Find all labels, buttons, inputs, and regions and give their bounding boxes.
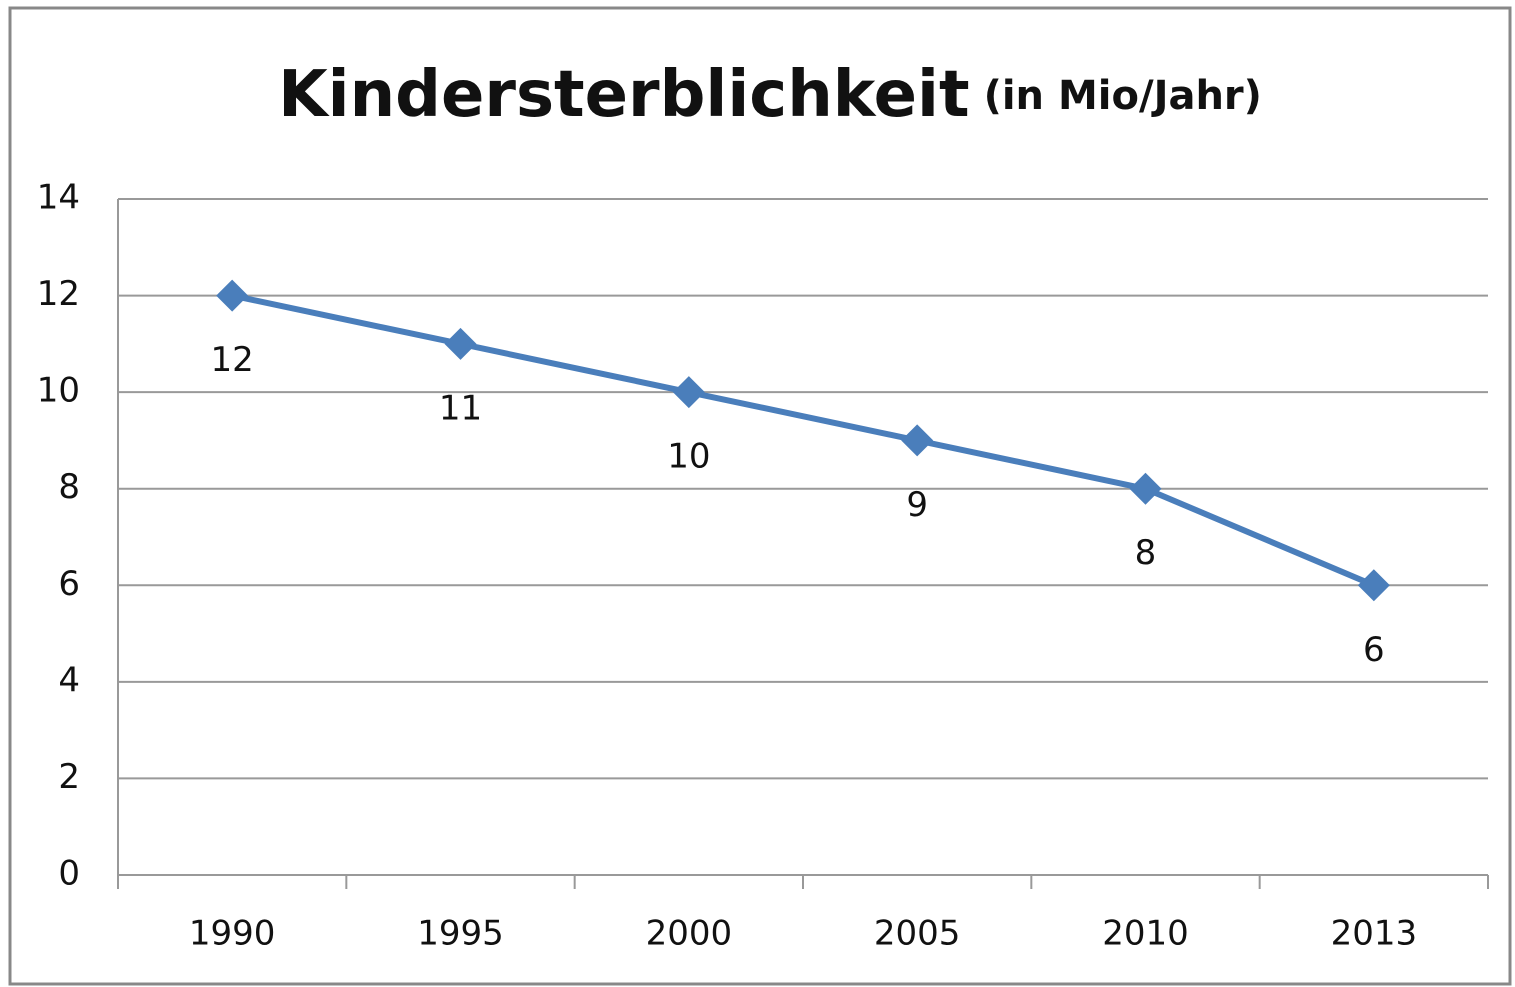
x-tick-label: 1995 (417, 914, 504, 954)
data-label: 11 (439, 388, 482, 428)
y-tick-label: 0 (58, 854, 80, 894)
marker (1357, 569, 1390, 602)
marker (901, 424, 934, 457)
y-tick-label: 4 (58, 660, 80, 700)
marker (672, 376, 705, 409)
chart-heading: Kindersterblichkeit (in Mio/Jahr) (278, 58, 1262, 132)
x-tick-label: 2010 (1102, 914, 1189, 954)
chart-frame (8, 6, 1512, 986)
marker (444, 327, 477, 360)
x-tick-label: 2000 (646, 914, 733, 954)
y-tick-label: 8 (58, 467, 80, 507)
line (231, 292, 1375, 589)
chart-title: Kindersterblichkeit (278, 58, 970, 132)
marker (1129, 472, 1162, 505)
data-label: 8 (1135, 533, 1157, 573)
y-tick-label: 14 (37, 178, 80, 218)
y-tick-label: 2 (58, 757, 80, 797)
data-label: 6 (1363, 630, 1385, 670)
x-tick-label: 2005 (874, 914, 961, 954)
data-label: 9 (906, 485, 928, 525)
data-label: 10 (667, 437, 710, 477)
x-tick-label: 2013 (1331, 914, 1418, 954)
data-label: 12 (211, 340, 254, 380)
marker (216, 279, 249, 312)
x-tick-label: 1990 (189, 914, 276, 954)
y-tick-label: 10 (37, 371, 80, 411)
chart-subtitle: (in Mio/Jahr) (984, 73, 1262, 119)
y-tick-label: 6 (58, 564, 80, 604)
y-tick-label: 12 (37, 274, 80, 314)
